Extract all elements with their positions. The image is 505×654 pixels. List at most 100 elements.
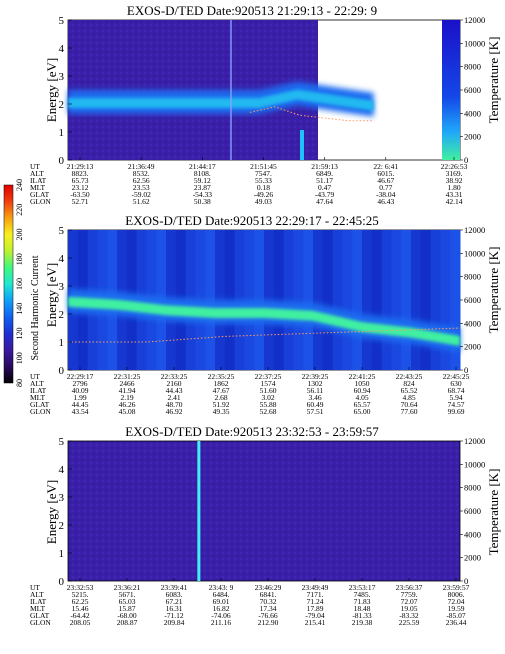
table-cell: 70.32 (260, 597, 277, 606)
right-tick-label: 0 (464, 155, 468, 165)
table-cell: 0.47 (318, 183, 331, 192)
y-tick-label: 5 (59, 15, 65, 27)
heatmap-column (411, 230, 422, 370)
table-row-label: GLON (30, 407, 51, 416)
table-cell: 43.31 (446, 190, 463, 199)
colorbar-tick-label: 180 (15, 253, 24, 265)
right-tick-label: 8000 (464, 62, 481, 72)
table-cell: 67.21 (166, 597, 183, 606)
heatmap-column (401, 230, 412, 370)
table-cell: 47.67 (213, 386, 230, 395)
table-cell: 22:41:25 (349, 372, 376, 381)
table-cell: 6015. (377, 169, 394, 178)
table-row-label: ALT (30, 169, 44, 178)
table-row-label: ALT (30, 379, 44, 388)
table-cell: 2796 (73, 379, 88, 388)
table-row-label: ILAT (30, 386, 47, 395)
table-cell: 1574 (261, 379, 276, 388)
table-cell: 23.87 (194, 183, 211, 192)
table-cell: 19.05 (401, 604, 418, 613)
colorbar-label: Second Harmonic Current (30, 255, 41, 360)
table-cell: 208.05 (70, 618, 91, 627)
table-cell: 60.94 (354, 386, 371, 395)
table-row-label: GLON (30, 618, 51, 627)
table-cell: 23:53:17 (349, 583, 376, 592)
y-tick-label: 0 (59, 365, 65, 377)
y-tick-label: 1 (59, 127, 65, 139)
table-cell: 46.92 (166, 407, 183, 416)
table-cell: 22:37:25 (255, 372, 282, 381)
table-row-label: MLT (30, 604, 46, 613)
table-cell: 51.17 (316, 176, 333, 185)
colorbar-tick-label: 80 (15, 379, 24, 387)
table-cell: 23.12 (72, 183, 89, 192)
right-tick-label: 2000 (464, 553, 481, 563)
right-tick-label: 8000 (464, 483, 481, 493)
table-cell: 1.80 (447, 183, 460, 192)
table-cell: 45.08 (119, 407, 136, 416)
heatmap-column (313, 230, 324, 370)
table-cell: 4.85 (402, 393, 415, 402)
right-tick-label: 12000 (464, 225, 485, 235)
table-cell: 3169. (446, 169, 463, 178)
table-cell: 52.71 (72, 197, 89, 206)
table-cell: 1302 (308, 379, 323, 388)
table-cell: 8823. (72, 169, 89, 178)
table-cell: 2.19 (120, 393, 133, 402)
table-row-label: MLT (30, 393, 46, 402)
table-cell: -79.04 (305, 611, 325, 620)
table-cell: 56.11 (307, 386, 324, 395)
table-cell: 69.01 (213, 597, 230, 606)
table-cell: 22:33:25 (161, 372, 188, 381)
table-cell: -43.79 (315, 190, 335, 199)
panel-2-energy-band (68, 288, 460, 352)
table-cell: 72.07 (401, 597, 418, 606)
table-cell: 49.35 (213, 407, 230, 416)
table-cell: 47.64 (316, 197, 333, 206)
right-tick-label: 0 (464, 365, 468, 375)
y-tick-label: 0 (59, 576, 65, 588)
colorbar-tick-label: 240 (15, 179, 24, 191)
panel-1-right-label: Temperature [K] (486, 37, 501, 124)
heatmap-column (440, 230, 451, 370)
table-cell: 55.88 (260, 400, 277, 409)
table-cell: 23:39:41 (161, 583, 188, 592)
table-cell: 0.18 (257, 183, 270, 192)
table-cell: 6484. (213, 590, 230, 599)
colorbar-scale (3, 184, 14, 384)
table-cell: 22:45:25 (443, 372, 470, 381)
table-cell: 38.92 (446, 176, 463, 185)
table-cell: 219.38 (352, 618, 373, 627)
heatmap-column (322, 230, 334, 370)
y-tick-label: 5 (59, 436, 65, 448)
y-tick-label: 0 (59, 155, 65, 167)
y-tick-label: 3 (59, 281, 65, 293)
y-tick-label: 2 (59, 309, 65, 321)
table-cell: 21:59:13 (311, 162, 338, 171)
y-tick-label: 2 (59, 99, 65, 111)
table-cell: 65.57 (354, 400, 371, 409)
heatmap-column (264, 230, 275, 370)
table-cell: 55.33 (255, 176, 272, 185)
heatmap-column (391, 230, 402, 370)
panel-1-title: EXOS-D/TED Date:920513 21:29:13 - 22:29:… (127, 3, 377, 18)
heatmap-column (371, 230, 383, 370)
table-cell: 7485. (354, 590, 371, 599)
right-tick-label: 4000 (464, 108, 481, 118)
table-cell: 57.51 (307, 407, 324, 416)
y-tick-label: 3 (59, 492, 65, 504)
table-cell: 51.60 (260, 386, 277, 395)
y-tick-label: 5 (59, 225, 65, 237)
table-cell: 23:56:37 (396, 583, 423, 592)
table-cell: -83.32 (399, 611, 419, 620)
table-cell: 40.09 (72, 386, 89, 395)
table-cell: 62.56 (133, 176, 150, 185)
table-cell: 21:36:49 (128, 162, 155, 171)
panel-2-temperature-trace (68, 327, 461, 343)
table-cell: 74.57 (448, 400, 465, 409)
table-cell: 17.89 (307, 604, 324, 613)
right-tick-label: 4000 (464, 318, 481, 328)
table-cell: 23:32:53 (67, 583, 94, 592)
panel-3-ylabel: Energy [eV] (44, 480, 59, 544)
table-cell: 225.59 (399, 618, 420, 627)
